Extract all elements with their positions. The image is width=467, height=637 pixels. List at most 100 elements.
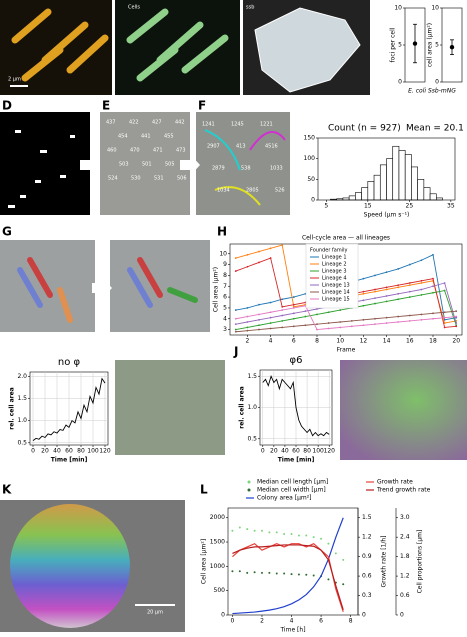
- histogram-bar: [348, 195, 356, 201]
- y-tick-label: 0.5: [247, 435, 257, 442]
- data-point: [253, 529, 256, 532]
- data-point: [292, 325, 295, 328]
- data-point: [443, 322, 446, 324]
- y3-tick-label: 2.4: [400, 534, 410, 541]
- data-point: [350, 320, 353, 322]
- x-axis-label: Frame: [337, 347, 356, 354]
- data-point: [292, 307, 295, 309]
- data-point: [327, 311, 330, 314]
- legend-label: Median cell length [μm]: [257, 479, 328, 486]
- y3-tick-label: 3.0: [400, 514, 410, 521]
- y-tick-label: 5: [223, 304, 227, 311]
- data-line: [32, 377, 106, 441]
- data-point: [420, 259, 423, 262]
- legend-label: Lineage 15: [322, 297, 350, 303]
- data-point: [281, 244, 284, 246]
- data-point: [327, 327, 330, 330]
- data-point: [339, 321, 342, 323]
- data-point: [269, 247, 272, 250]
- x-tick-label: 60: [292, 448, 300, 455]
- y2-tick-label: 0.9: [362, 553, 372, 560]
- x-axis-label: Speed (μm s⁻¹): [364, 212, 410, 219]
- data-point: [316, 313, 318, 316]
- data-point: [258, 328, 260, 331]
- x-tick-label: 100: [87, 448, 99, 455]
- cells: [11, 8, 109, 82]
- histogram-bar: [386, 158, 394, 201]
- y-axis-label: Cell area [μm²]: [201, 539, 208, 584]
- data-point: [408, 296, 411, 298]
- data-line: [235, 290, 457, 331]
- y2-tick-label: 1.2: [362, 534, 372, 541]
- y2-tick-label: 0: [362, 612, 366, 619]
- data-point: [350, 325, 353, 328]
- x-tick-label: 5: [324, 203, 328, 210]
- y-tick-label: 10: [431, 5, 439, 12]
- cell-id: 531: [154, 176, 164, 182]
- y-tick-label: 0: [398, 79, 402, 86]
- y-tick-label: 1.0: [17, 417, 27, 424]
- legend-label: Lineage 2: [322, 262, 347, 268]
- cell-id: 1033: [270, 166, 283, 172]
- x-tick-label: 4: [269, 338, 273, 345]
- data-point: [327, 578, 330, 581]
- y-tick-label: 1.5: [17, 395, 27, 402]
- data-point: [246, 571, 249, 574]
- x-axis-label: Time [h]: [279, 627, 305, 634]
- data-point: [455, 315, 458, 318]
- cell-id: 437: [106, 120, 116, 126]
- data-point: [316, 308, 318, 310]
- data-line: [232, 544, 344, 610]
- micrograph: [110, 240, 210, 332]
- data-point: [408, 290, 411, 293]
- data-point: [281, 326, 284, 329]
- data-point: [246, 253, 249, 256]
- x-tick-label: 8: [349, 618, 353, 625]
- plot-frame: [317, 137, 456, 201]
- y-axis-label: Cell area (μm²): [213, 267, 220, 312]
- data-point: [304, 315, 307, 318]
- legend-label: Lineage 4: [322, 276, 347, 282]
- y3-tick-label: 0: [400, 612, 404, 619]
- data-point: [408, 282, 411, 284]
- panel-letter: L: [200, 483, 208, 497]
- y-tick-label: 0: [221, 612, 225, 619]
- cell-id: 506: [177, 176, 187, 182]
- cell-id: 530: [131, 176, 141, 182]
- y-tick-label: 1500: [210, 539, 225, 546]
- data-point: [397, 286, 400, 289]
- histogram-bar: [361, 187, 369, 201]
- data-point: [292, 317, 295, 320]
- data-point: [234, 328, 237, 331]
- data-point: [246, 329, 249, 332]
- cell-id: 4516: [265, 144, 278, 150]
- y-tick-label: 0: [311, 197, 315, 204]
- chart-title: Cell-cycle area — all lineages: [302, 235, 390, 242]
- cell-id: 413: [236, 144, 246, 150]
- cell-id: 422: [129, 120, 139, 126]
- cell-id: 524: [108, 176, 118, 182]
- data-point: [385, 286, 388, 289]
- micrograph: [115, 360, 225, 455]
- y2-tick-label: 1.5: [362, 514, 372, 521]
- y-tick-label: 1.5: [247, 373, 257, 380]
- data-point: [455, 325, 458, 328]
- y-tick-label: 10: [394, 5, 402, 12]
- data-point: [397, 298, 400, 301]
- legend-label: Lineage 1: [322, 255, 347, 261]
- data-point: [316, 328, 318, 331]
- y-tick-label: 1.0: [247, 404, 257, 411]
- x-tick-label: 0: [231, 618, 235, 625]
- data-point: [374, 323, 376, 326]
- scale-label: 20 μm: [147, 610, 163, 616]
- y2-axis-label: Growth rate [1/h]: [381, 535, 388, 587]
- data-point: [258, 261, 260, 264]
- data-point: [238, 526, 241, 529]
- data-point: [374, 302, 376, 305]
- data-point: [420, 294, 423, 296]
- chart-title: φ6: [290, 355, 303, 366]
- data-point: [443, 282, 446, 284]
- y-tick-label: 100: [304, 155, 316, 162]
- data-point: [408, 314, 411, 317]
- y-tick-label: 10: [219, 250, 227, 257]
